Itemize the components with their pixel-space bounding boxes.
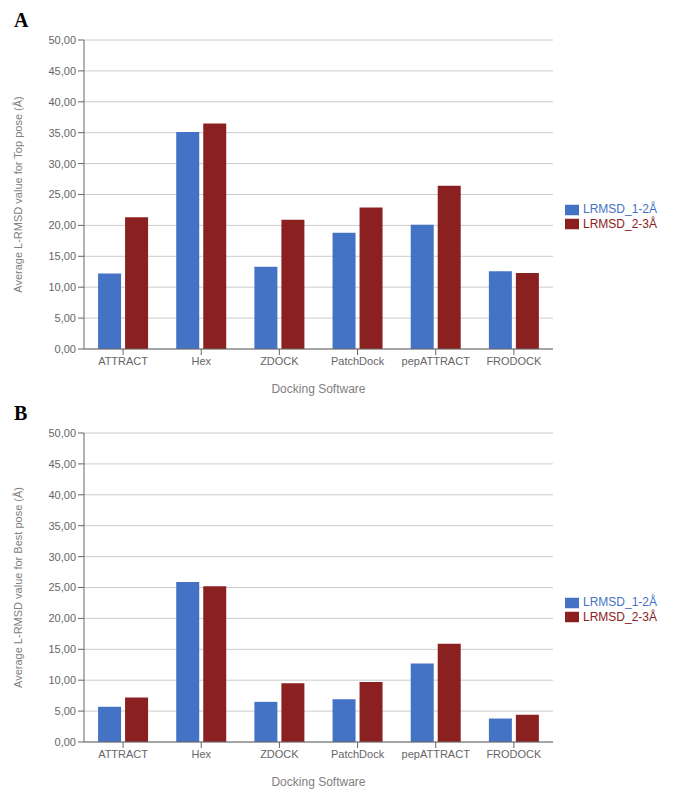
svg-text:50,00: 50,00	[48, 34, 76, 46]
svg-text:30,00: 30,00	[48, 158, 76, 170]
svg-text:15,00: 15,00	[48, 643, 76, 655]
html-text:LRMSD_2-3Å: LRMSD_2-3Å	[583, 609, 657, 624]
svg-text:Hex: Hex	[191, 748, 211, 760]
svg-text:ZDOCK: ZDOCK	[260, 748, 299, 760]
svg-text:20,00: 20,00	[48, 612, 76, 624]
svg-text:25,00: 25,00	[48, 188, 76, 200]
html-text:A: A	[14, 9, 29, 31]
svg-text:45,00: 45,00	[48, 458, 76, 470]
svg-text:30,00: 30,00	[48, 551, 76, 563]
svg-text:Docking Software: Docking Software	[271, 382, 365, 396]
svg-text:35,00: 35,00	[48, 520, 76, 532]
svg-text:0,00: 0,00	[55, 736, 76, 748]
svg-text:15,00: 15,00	[48, 250, 76, 262]
svg-text:PatchDock: PatchDock	[331, 748, 385, 760]
svg-text:FRODOCK: FRODOCK	[486, 748, 542, 760]
svg-text:5,00: 5,00	[55, 705, 76, 717]
svg-text:0,00: 0,00	[55, 343, 76, 355]
svg-text:5,00: 5,00	[55, 312, 76, 324]
svg-text:Average L-RMSD value for Best: Average L-RMSD value for Best pose (Å)	[12, 487, 24, 688]
svg-text:Hex: Hex	[191, 355, 211, 367]
svg-text:10,00: 10,00	[48, 674, 76, 686]
svg-text:45,00: 45,00	[48, 65, 76, 77]
svg-text:PatchDock: PatchDock	[331, 355, 385, 367]
svg-text:50,00: 50,00	[48, 427, 76, 439]
html-text:B: B	[14, 402, 28, 424]
svg-text:20,00: 20,00	[48, 219, 76, 231]
svg-text:40,00: 40,00	[48, 489, 76, 501]
svg-text:pepATTRACT: pepATTRACT	[402, 748, 471, 760]
html-text:LRMSD_2-3Å: LRMSD_2-3Å	[583, 216, 657, 231]
svg-text:FRODOCK: FRODOCK	[486, 355, 542, 367]
svg-text:ATTRACT: ATTRACT	[98, 355, 148, 367]
svg-text:35,00: 35,00	[48, 127, 76, 139]
svg-text:ZDOCK: ZDOCK	[260, 355, 299, 367]
svg-text:25,00: 25,00	[48, 581, 76, 593]
html-text:LRMSD_1-2Å: LRMSD_1-2Å	[583, 201, 657, 216]
svg-text:pepATTRACT: pepATTRACT	[402, 355, 471, 367]
svg-text:10,00: 10,00	[48, 281, 76, 293]
svg-text:Average L-RMSD value for Top p: Average L-RMSD value for Top pose (Å)	[12, 96, 24, 292]
svg-text:Docking Software: Docking Software	[271, 775, 365, 789]
html-text:LRMSD_1-2Å: LRMSD_1-2Å	[583, 594, 657, 609]
svg-text:ATTRACT: ATTRACT	[98, 748, 148, 760]
svg-text:40,00: 40,00	[48, 96, 76, 108]
